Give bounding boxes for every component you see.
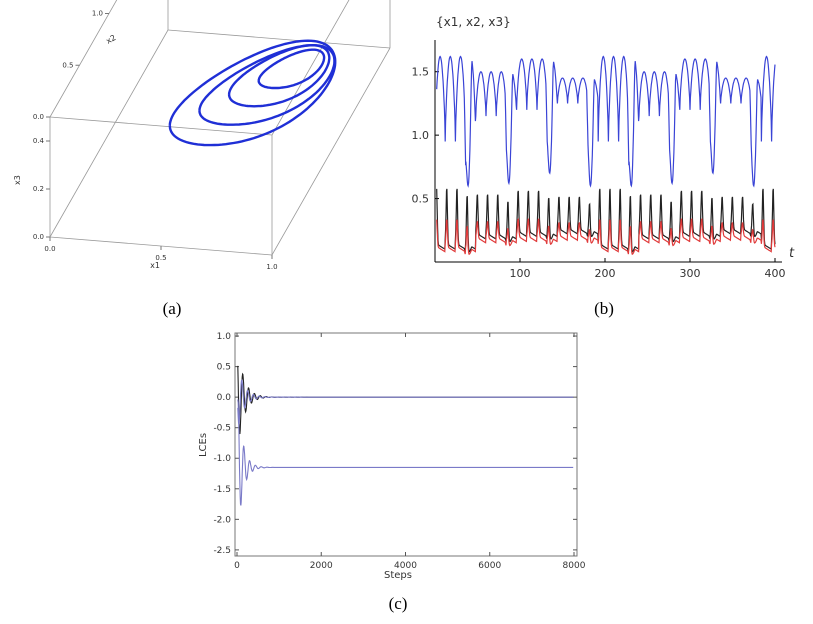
x2-tick-label: 1.0 — [92, 10, 103, 18]
panel-b-x-tick-label: 300 — [680, 267, 701, 280]
panel-c-y-tick-label: -2.0 — [213, 515, 231, 525]
panel-c-series — [237, 365, 574, 506]
panel-c-xlabel: Steps — [384, 570, 412, 581]
x2-tick-label: 0.0 — [33, 113, 44, 121]
panel-b-y-tick-label: 0.5 — [412, 193, 430, 206]
attractor-loop — [257, 48, 326, 90]
panel-c-y-tick-label: -0.5 — [213, 424, 231, 434]
panel-b-series-line — [436, 55, 776, 188]
x3-axis-label: x3 — [13, 175, 22, 185]
x3-tick-label: 0.2 — [33, 185, 44, 193]
panel-b-series — [436, 55, 776, 255]
x2-axis-label: x2 — [105, 33, 118, 46]
panel-c-y-tick-label: 0.0 — [217, 393, 232, 403]
panel-c-y-tick-label: -2.5 — [213, 546, 231, 556]
panel-c-series-line — [237, 399, 574, 506]
panel-b-t-label: t — [789, 246, 795, 261]
x1-tick-label: 0.0 — [44, 245, 55, 253]
panel-c-frame — [234, 332, 578, 557]
caption-a: (a) — [163, 299, 182, 318]
panel-b-x-tick-label: 100 — [510, 267, 531, 280]
panel-c-x-tick-label: 6000 — [478, 561, 501, 571]
x1-tick-label: 1.0 — [266, 263, 277, 271]
panel-c-y-tick-label: -1.5 — [213, 485, 231, 495]
box-edge — [49, 29, 169, 238]
caption-b: (b) — [594, 299, 614, 318]
box-edge — [49, 0, 118, 118]
panel-b-y-tick-label: 1.0 — [412, 129, 430, 142]
panel-a-attractor — [168, 39, 337, 147]
panel-c-series-line — [237, 365, 574, 435]
panel-c-lce-plot: 0 2000 4000 6000 8000 1.0 0.5 0.0 -0.5 -1.0 -1.5 -2… — [198, 332, 586, 613]
panel-a-box — [49, 0, 391, 256]
box-edge — [49, 116, 273, 136]
panel-c-y-tick-label: -1.0 — [213, 454, 231, 464]
attractor-loop — [198, 44, 336, 126]
panel-b-x-tick-label: 200 — [595, 267, 616, 280]
x1-axis-label: x1 — [150, 261, 160, 270]
panel-b-x-tick-label: 400 — [765, 267, 786, 280]
panel-c-ticks: 0 2000 4000 6000 8000 1.0 0.5 0.0 -0.5 -1.0 -1.5 -2… — [213, 332, 585, 571]
panel-c-y-tick-label: 1.0 — [217, 332, 232, 342]
panel-c-x-tick-label: 0 — [234, 561, 240, 571]
panel-a-ticks: 0.00.51.00.00.51.01.52.00.00.20.4 — [33, 10, 278, 272]
panel-a-3d-plot: 0.00.51.00.00.51.01.52.00.00.20.4 x2 x3 … — [13, 0, 391, 318]
panel-c-x-tick-label: 2000 — [310, 561, 333, 571]
panel-b-y-tick-label: 1.5 — [412, 66, 430, 79]
box-edge — [271, 47, 391, 256]
caption-c: (c) — [389, 594, 408, 613]
panel-c-y-tick-label: 0.5 — [217, 363, 231, 373]
x3-tick-label: 0.4 — [33, 137, 45, 145]
box-edge — [271, 0, 350, 136]
x2-tick-label: 0.5 — [62, 61, 73, 69]
panel-c-series-line — [237, 379, 574, 425]
panel-c-ylabel: LCEs — [198, 433, 209, 457]
panel-b-time-series: 100 200 300 400 0.5 1.0 1.5 {x1, x2, x3} t (b) — [412, 15, 796, 318]
x3-tick-label: 0.0 — [33, 233, 44, 241]
attractor-loop — [227, 44, 331, 108]
attractor-loop — [168, 39, 337, 147]
box-edge — [167, 29, 391, 49]
x1-tick-label: 0.5 — [155, 254, 166, 262]
panel-b-title: {x1, x2, x3} — [436, 15, 511, 29]
panel-b-ticks: 100 200 300 400 0.5 1.0 1.5 — [412, 66, 786, 280]
panel-c-x-tick-label: 8000 — [563, 561, 586, 571]
panel-b-series-line — [436, 217, 776, 255]
panel-b-series-line — [436, 188, 776, 253]
panel-c-x-tick-label: 4000 — [394, 561, 417, 571]
